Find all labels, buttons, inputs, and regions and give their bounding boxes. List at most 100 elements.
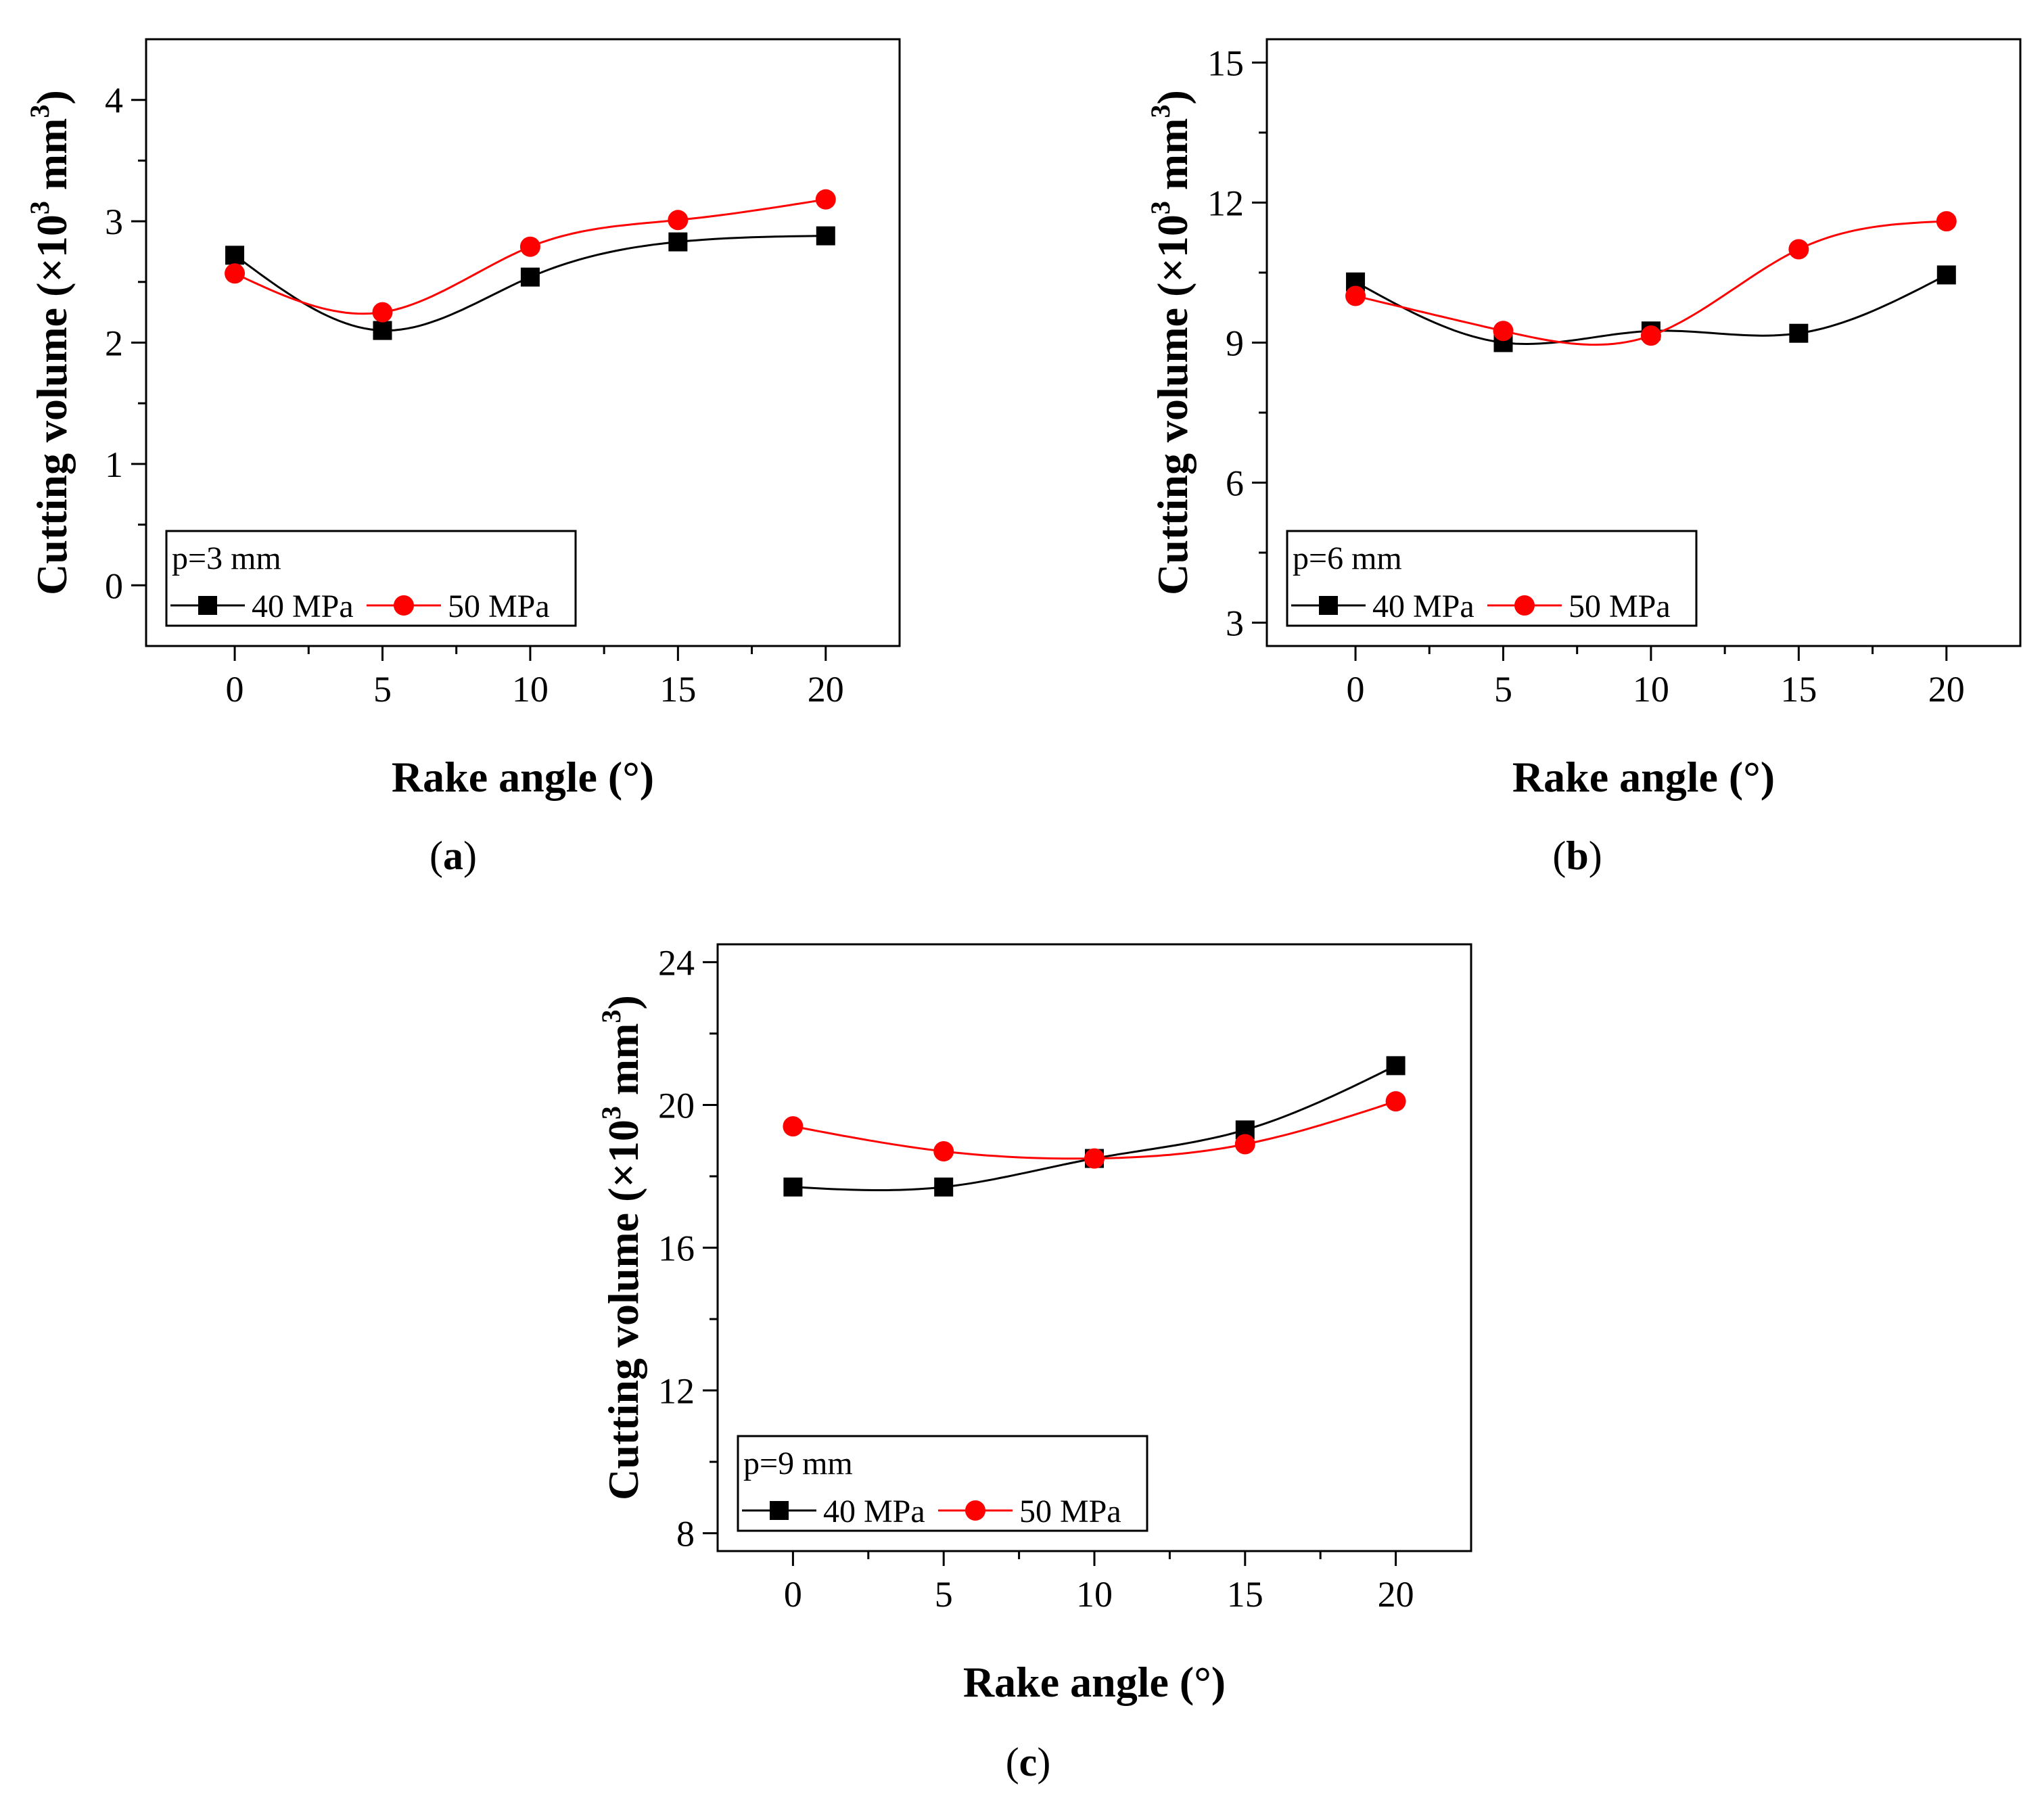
- panel-b-legend: p=6 mm 40 MPa 50 MPa: [1286, 530, 1698, 627]
- panel-c-series-2-point-10: [1084, 1148, 1105, 1169]
- panel-b-xtick-label-0: 0: [1347, 669, 1365, 710]
- panel-a-xtick-label-0: 0: [226, 669, 244, 710]
- panel-c-xtick-label-5: 5: [935, 1574, 953, 1615]
- panel-a-series-2-point-15: [668, 210, 689, 231]
- panel-c-series-2-point-5: [933, 1141, 954, 1162]
- panel-b-series-2-point-15: [1788, 239, 1809, 260]
- panel-a-y-axis-title-sup2: 3: [24, 105, 55, 118]
- panel-b: 0 5 10 15 20 3 6 9 12 15 Rake angle (°) Cutting vol…: [1145, 38, 2022, 801]
- panel-a-series-2-point-0: [225, 263, 246, 284]
- panel-b-series-2-point-0: [1345, 285, 1366, 306]
- panel-a-series-1-point-5: [373, 321, 392, 340]
- panel-a-legend-marker-1: [198, 596, 217, 615]
- caption-b-letter: b: [1566, 833, 1589, 878]
- panel-b-y-axis-title-mid: mm: [1148, 118, 1197, 202]
- panel-c-y-axis-title-mid: mm: [599, 1023, 647, 1107]
- panel-b-legend-box: [1286, 530, 1698, 627]
- panel-c-x-axis-title: Rake angle (°): [963, 1658, 1226, 1706]
- panel-b-xtick-label-20: 20: [1928, 669, 1965, 710]
- panel-b-series-2-point-10: [1640, 325, 1661, 346]
- panel-a-y-axis-title-main: Cutting volume (×10: [28, 214, 76, 595]
- caption-c-letter: c: [1019, 1740, 1038, 1784]
- panel-a-ytick-label-3: 3: [105, 202, 123, 242]
- panel-c-legend-title: p=9 mm: [743, 1446, 853, 1481]
- panel-b-legend-marker-2: [1514, 595, 1535, 616]
- panel-c-y-axis-title-main: Cutting volume (×10: [599, 1120, 647, 1500]
- panel-b-y-axis-title-sup1: 3: [1145, 201, 1176, 214]
- panel-c-series-1-point-0: [783, 1177, 803, 1197]
- panel-a-legend-label-1: 40 MPa: [252, 589, 354, 624]
- panel-c-series-2: [783, 1091, 1406, 1169]
- panel-c-ytick-label-12: 12: [658, 1371, 695, 1412]
- panel-a-legend-title: p=3 mm: [172, 540, 281, 576]
- panel-c-y-axis-title-end: ): [599, 995, 647, 1009]
- panel-a-series-1-point-20: [816, 226, 835, 246]
- panel-b-ytick-label-15: 15: [1207, 43, 1244, 84]
- panel-b-ytick-label-3: 3: [1226, 603, 1244, 644]
- panel-a-ytick-label-1: 1: [105, 444, 123, 485]
- caption-b: (b): [1552, 833, 1602, 878]
- panel-a-series-2: [225, 189, 836, 323]
- caption-a-letter: a: [443, 833, 463, 878]
- panel-a-series-2-point-20: [815, 189, 836, 210]
- panel-c-legend-label-1: 40 MPa: [823, 1494, 925, 1529]
- panel-c-y-axis-title: Cutting volume (×103 mm3): [596, 995, 647, 1500]
- panel-a-ytick-label-0: 0: [105, 566, 123, 606]
- panel-c-y-axis-title-sup2: 3: [596, 1010, 626, 1023]
- panel-b-series-1-point-15: [1789, 323, 1809, 343]
- panel-b-xtick-label-10: 10: [1633, 669, 1669, 710]
- panel-a-ytick-label-2: 2: [105, 323, 123, 364]
- panel-a-series-1-point-10: [520, 267, 540, 287]
- panel-b-series-2-point-20: [1936, 211, 1957, 232]
- panel-c-xtick-label-0: 0: [784, 1574, 802, 1615]
- panel-c-series-1-line: [793, 1065, 1397, 1191]
- panel-b-y-axis-title: Cutting volume (×103 mm3): [1145, 90, 1197, 595]
- panel-b-xtick-label-5: 5: [1494, 669, 1512, 710]
- panel-b-ytick-label-12: 12: [1207, 183, 1244, 224]
- panel-c-series-1: [783, 1056, 1406, 1197]
- panel-a-xtick-label-5: 5: [373, 669, 392, 710]
- panel-c-series-1-point-5: [934, 1177, 954, 1197]
- panel-a-legend-marker-2: [394, 595, 414, 616]
- panel-a-y-axis-title: Cutting volume (×103 mm3): [24, 90, 76, 595]
- panel-c-ytick-label-20: 20: [658, 1085, 695, 1126]
- panel-b-ytick-label-9: 9: [1226, 323, 1244, 364]
- panel-b-y-axis-title-end: ): [1148, 90, 1197, 104]
- panel-c-xtick-label-15: 15: [1227, 1574, 1263, 1615]
- panel-c: 0 5 10 15 20 8 12 16 20 24 Rake angle (°) Cutting v…: [596, 942, 1472, 1706]
- panel-b-series-1-point-20: [1936, 265, 1956, 285]
- panel-a-legend-box: [165, 530, 577, 627]
- panel-a-y-axis-title-mid: mm: [28, 118, 76, 202]
- panel-c-ytick-label-16: 16: [658, 1228, 695, 1269]
- panel-a-x-axis-title: Rake angle (°): [392, 753, 654, 801]
- panel-c-series-1-point-20: [1386, 1056, 1406, 1076]
- panel-c-ytick-label-8: 8: [676, 1514, 695, 1554]
- panel-b-xtick-label-15: 15: [1780, 669, 1817, 710]
- panel-b-y-axis-title-main: Cutting volume (×10: [1148, 214, 1197, 595]
- panel-a-y-axis-title-sup1: 3: [24, 201, 55, 214]
- panel-c-series-2-point-20: [1385, 1091, 1406, 1112]
- panel-c-series-2-point-15: [1234, 1134, 1255, 1155]
- panel-b-legend-label-1: 40 MPa: [1372, 589, 1474, 624]
- panel-a-series-2-point-5: [372, 302, 393, 323]
- panel-c-legend: p=9 mm 40 MPa 50 MPa: [737, 1435, 1148, 1532]
- panel-a-series-1: [225, 226, 835, 340]
- panel-b-legend-title: p=6 mm: [1293, 540, 1402, 576]
- panel-a-legend-label-2: 50 MPa: [448, 589, 550, 624]
- panel-a-xtick-label-15: 15: [659, 669, 696, 710]
- panel-a-y-axis-title-end: ): [28, 90, 76, 104]
- panel-c-series-2-point-0: [783, 1116, 804, 1137]
- caption-a: (a): [429, 833, 477, 878]
- caption-c: (c): [1005, 1740, 1051, 1784]
- panel-b-y-axis-title-sup2: 3: [1145, 105, 1176, 118]
- panel-b-x-axis-title: Rake angle (°): [1512, 753, 1775, 801]
- panel-a-series-1-point-0: [225, 246, 245, 265]
- panel-c-legend-box: [737, 1435, 1148, 1532]
- panel-c-legend-marker-1: [770, 1501, 789, 1520]
- panel-c-legend-marker-2: [965, 1500, 985, 1521]
- panel-b-series-2: [1345, 211, 1957, 346]
- panel-a-xtick-label-20: 20: [808, 669, 844, 710]
- panel-b-series-2-point-5: [1493, 321, 1514, 342]
- panel-c-xtick-label-10: 10: [1076, 1574, 1113, 1615]
- panel-c-y-axis-title-sup1: 3: [596, 1106, 626, 1120]
